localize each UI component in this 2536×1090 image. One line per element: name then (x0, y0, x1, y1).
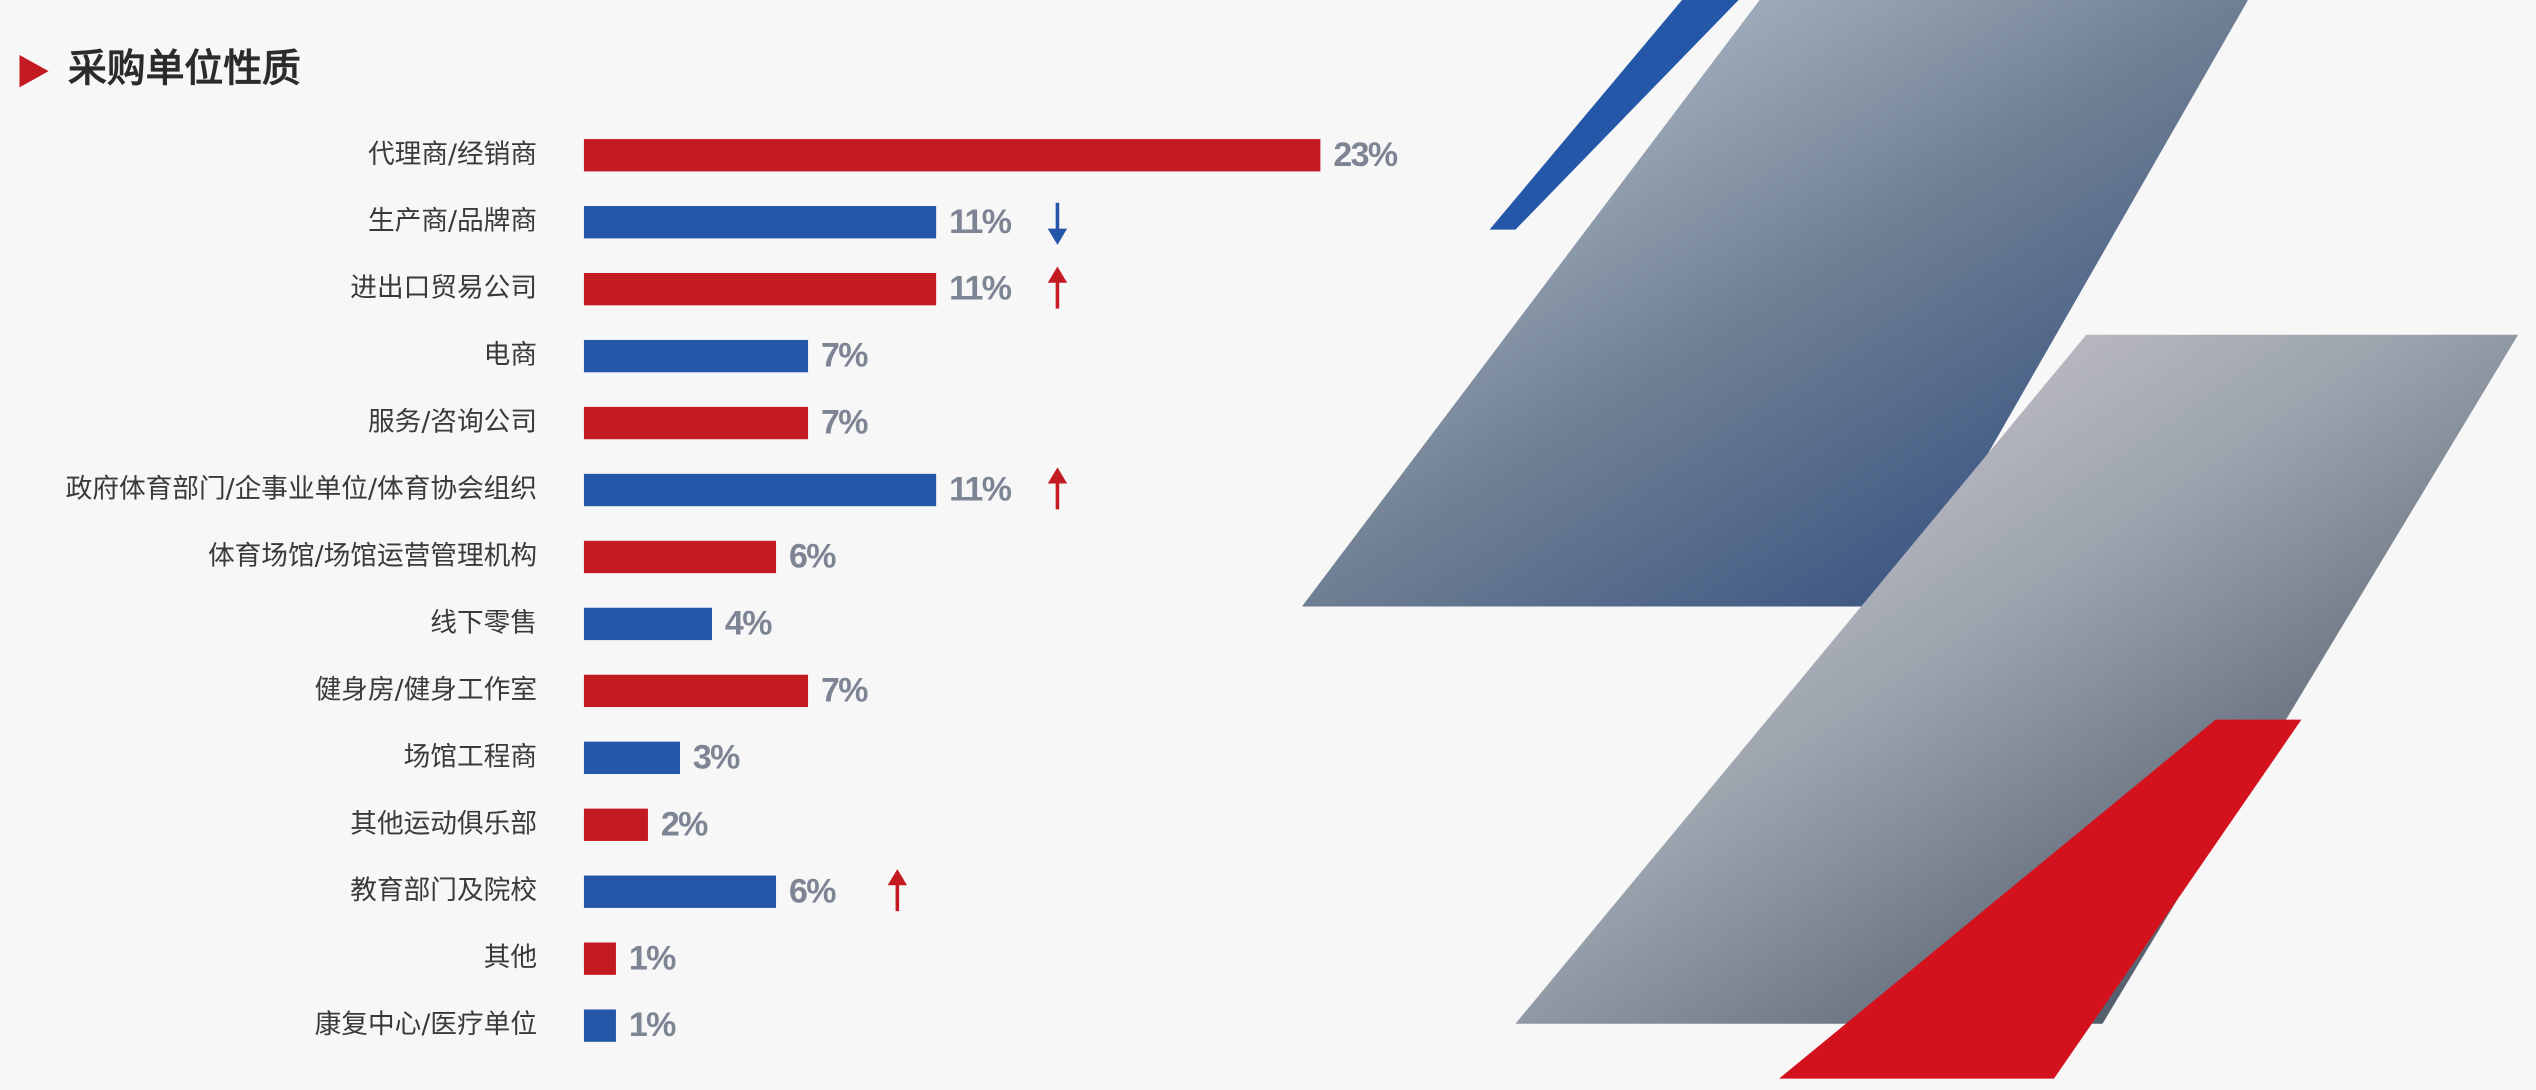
category-label: 体育场馆/场馆运营管理机构 (208, 540, 537, 571)
photo-exhibition-hall (1301, 0, 2249, 607)
value-label: 6% (789, 872, 836, 910)
decor-blue-stripe (1489, 0, 1739, 230)
bar (583, 473, 937, 507)
bar (583, 139, 1321, 172)
bar (583, 674, 809, 708)
value-label: 1% (629, 1006, 676, 1044)
value-label: 7% (821, 671, 868, 709)
category-label: 生产商/品牌商 (368, 206, 537, 237)
category-label: 服务/咨询公司 (368, 407, 537, 438)
value-label: 3% (693, 738, 740, 776)
value-label: 11% (949, 471, 1012, 509)
value-label: 7% (821, 337, 868, 375)
chart-title: 采购单位性质 (68, 47, 301, 92)
bar (583, 406, 809, 440)
category-label: 教育部门及院校 (350, 875, 537, 906)
category-label: 线下零售 (430, 607, 537, 638)
bar (583, 540, 777, 574)
bar (583, 741, 680, 774)
trend-arrow-head (887, 869, 908, 886)
bar (583, 875, 777, 908)
category-label: 其他运动俱乐部 (350, 808, 537, 839)
value-label: 4% (725, 605, 772, 643)
bar (583, 206, 937, 239)
bar (583, 808, 648, 841)
bar (583, 339, 809, 373)
bar (583, 607, 713, 641)
value-label: 6% (789, 538, 836, 576)
value-label: 23% (1333, 136, 1398, 174)
value-label: 11% (949, 203, 1012, 241)
value-label: 1% (629, 939, 676, 977)
category-label: 电商 (484, 340, 537, 371)
category-label: 场馆工程商 (404, 741, 537, 772)
category-label: 代理商/经销商 (368, 139, 537, 170)
decor-red-stripe (1779, 719, 2302, 1079)
trend-arrow-head (1047, 228, 1068, 245)
value-label: 11% (949, 270, 1012, 308)
title-marker (19, 54, 49, 88)
trend-arrow-head (1047, 467, 1068, 484)
category-label: 进出口贸易公司 (350, 273, 537, 304)
category-label: 健身房/健身工作室 (315, 674, 537, 705)
category-label: 政府体育部门/企事业单位/体育协会组织 (66, 474, 537, 505)
bar (583, 272, 937, 306)
category-label: 康复中心/医疗单位 (315, 1009, 537, 1040)
value-label: 2% (661, 805, 708, 843)
bar (583, 1009, 616, 1042)
bar (583, 942, 616, 975)
trend-arrow-head (1047, 266, 1068, 283)
photo-visitors (1515, 334, 2519, 1024)
category-label: 其他 (484, 942, 537, 973)
value-label: 7% (821, 404, 868, 442)
